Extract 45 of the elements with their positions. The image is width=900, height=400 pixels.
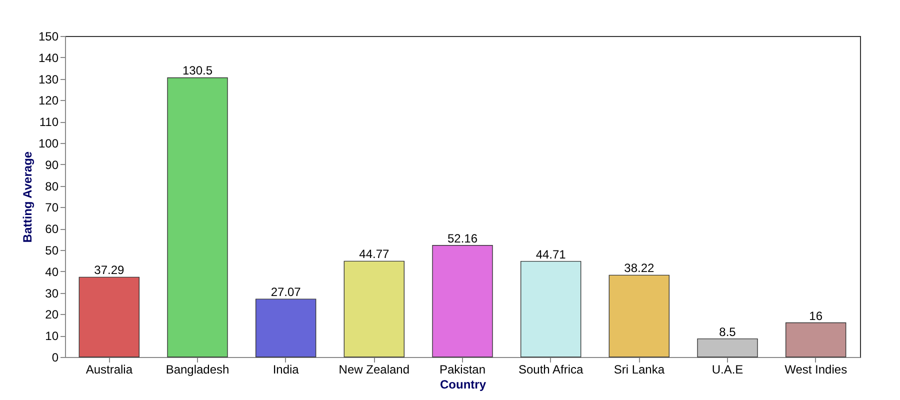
y-tick-label: 90 <box>45 158 59 172</box>
y-tick-label: 10 <box>45 329 59 344</box>
bar <box>697 338 758 358</box>
x-tick-label: Australia <box>86 362 133 376</box>
x-tick-label: India <box>272 362 300 376</box>
bar <box>78 276 140 358</box>
bar <box>432 245 493 358</box>
x-tick-label: Sri Lanka <box>614 362 665 376</box>
y-tick-label: 50 <box>45 244 59 258</box>
y-tick-label: 20 <box>45 308 59 322</box>
data-label: 37.29 <box>94 263 125 278</box>
y-tick-label: 140 <box>38 50 59 65</box>
x-tick-label: Bangladesh <box>166 362 230 376</box>
data-label: 44.77 <box>359 247 390 262</box>
data-label: 8.5 <box>719 324 736 339</box>
bar <box>520 260 582 358</box>
bar <box>167 77 228 358</box>
y-tick-label: 60 <box>45 222 59 236</box>
data-label: 52.16 <box>447 231 478 246</box>
bar <box>344 260 405 358</box>
x-tick-label: Pakistan <box>439 362 486 376</box>
data-label: 38.22 <box>624 261 655 276</box>
x-tick-label: U.A.E <box>712 362 744 376</box>
data-label: 27.07 <box>270 285 302 300</box>
y-tick-label: 0 <box>52 350 59 364</box>
y-tick-label: 110 <box>39 115 59 130</box>
data-label: 130.5 <box>182 64 213 78</box>
y-tick-label: 130 <box>38 72 59 86</box>
y-axis-title: Batting Average <box>20 151 34 243</box>
bar <box>255 298 316 358</box>
y-tick-label: 80 <box>45 179 59 194</box>
y-tick-label: 150 <box>38 30 59 44</box>
y-tick-label: 70 <box>45 200 59 215</box>
y-tick-label: 120 <box>38 94 59 108</box>
x-tick-label: New Zealand <box>338 362 410 376</box>
x-axis-title: Country <box>440 378 486 392</box>
data-label: 16 <box>809 308 823 323</box>
y-tick-label: 40 <box>45 264 59 279</box>
y-tick-label: 100 <box>38 136 59 150</box>
x-tick-label: South Africa <box>518 362 584 376</box>
x-tick-label: West Indies <box>784 362 848 376</box>
y-tick-label: 30 <box>45 286 59 300</box>
data-label: 44.71 <box>536 247 566 262</box>
bar <box>785 322 846 358</box>
bar <box>608 274 670 358</box>
